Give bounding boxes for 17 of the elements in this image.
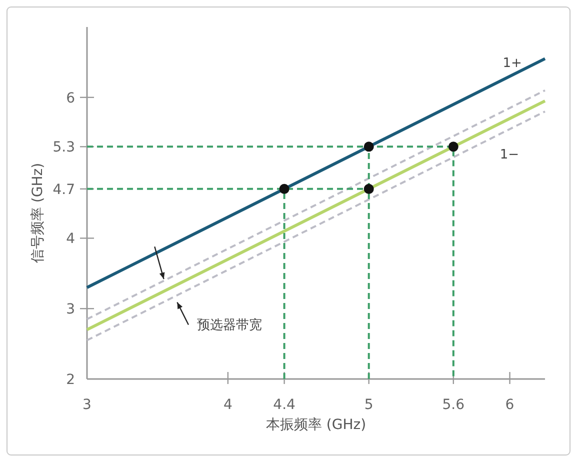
x-axis-title: 本振频率 (GHz) xyxy=(266,417,366,433)
x-tick-label: 4.4 xyxy=(273,397,296,413)
annotation: 1− xyxy=(500,148,520,163)
x-tick-label: 5.6 xyxy=(442,397,465,413)
annotation: 预选器带宽 xyxy=(196,317,262,334)
x-tick-label: 4 xyxy=(223,397,232,413)
y-axis-title: 信号频率 (GHz) xyxy=(30,162,46,264)
y-tick-label: 4.7 xyxy=(52,182,75,198)
x-tick-label: 5 xyxy=(364,397,374,413)
y-tick-label: 5.3 xyxy=(52,140,75,156)
x-tick-label: 3 xyxy=(82,397,92,413)
annotation: 1+ xyxy=(502,56,522,72)
y-tick-label: 6 xyxy=(66,90,76,106)
y-tick-label: 3 xyxy=(66,302,75,318)
x-tick-label: 6 xyxy=(505,397,514,413)
y-tick-label: 2 xyxy=(66,372,75,388)
y-tick-label: 4 xyxy=(66,231,76,248)
